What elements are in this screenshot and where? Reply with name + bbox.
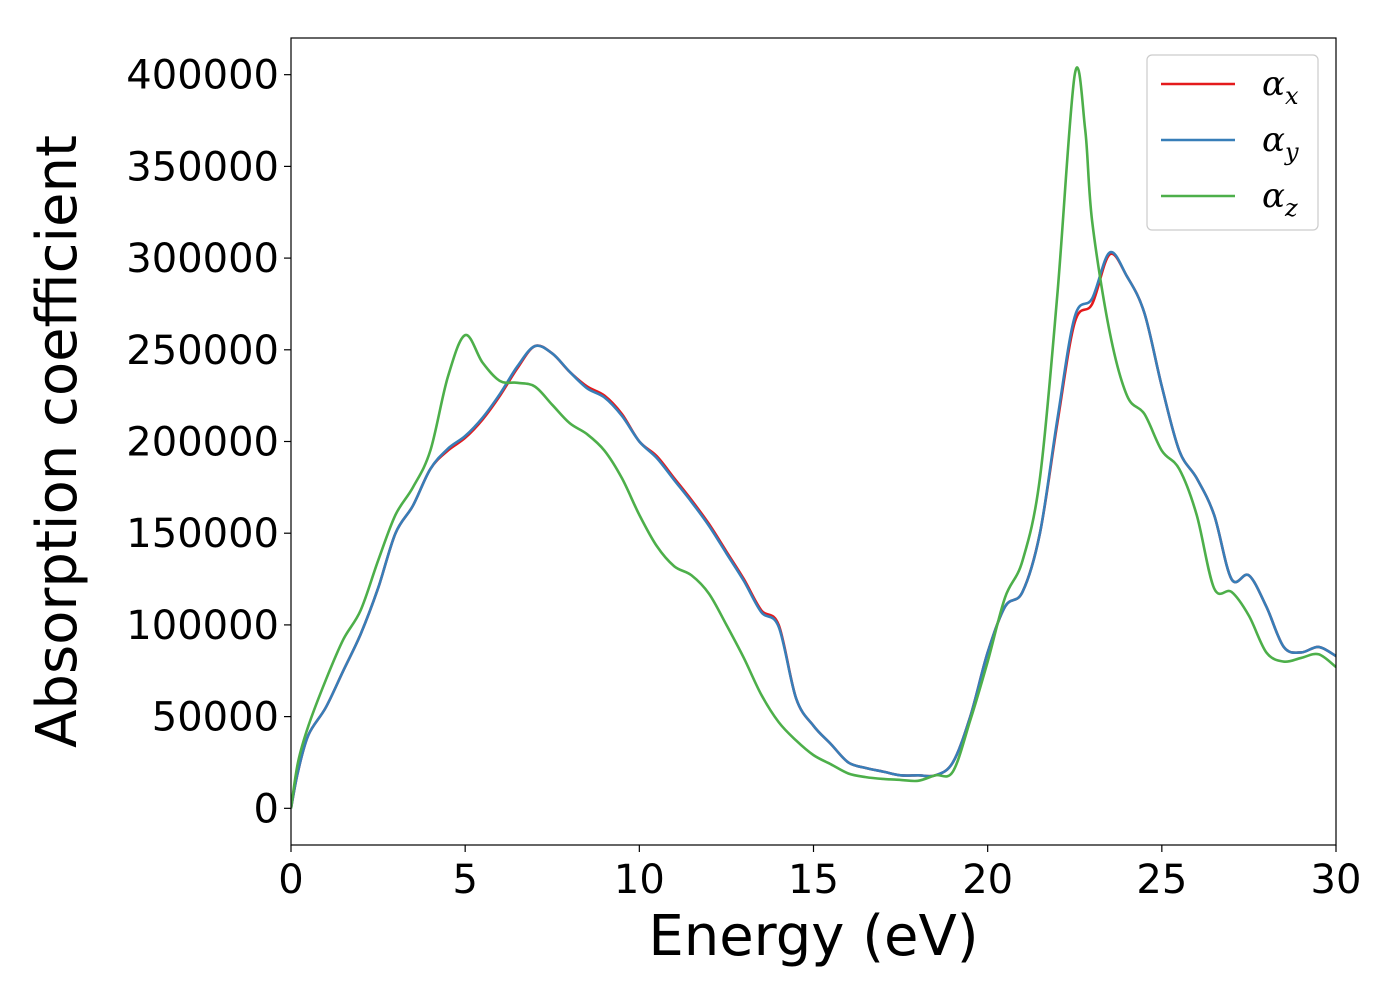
plot-lines — [291, 66, 1336, 809]
y-tick-label: 300000 — [126, 236, 279, 282]
x-tick-label: 25 — [1136, 857, 1187, 903]
y-tick-label: 150000 — [126, 511, 279, 557]
y-tick-label: 400000 — [126, 53, 279, 99]
x-tick-label: 30 — [1311, 857, 1362, 903]
y-tick-label: 250000 — [126, 328, 279, 374]
legend-frame — [1146, 54, 1319, 231]
y-tick-label: 0 — [254, 786, 279, 832]
y-axis-label: Absorption coefficient — [25, 135, 90, 748]
legend: αx αy αz — [1146, 54, 1319, 231]
x-tick-label: 5 — [452, 857, 477, 903]
y-axis-ticks: 0 50000 100000 150000 200000 250000 300000 3500… — [126, 53, 291, 832]
legend-label-y: αy — [1262, 120, 1299, 166]
x-tick-label: 20 — [962, 857, 1013, 903]
x-axis-label: Energy (eV) — [648, 904, 978, 969]
x-tick-label: 10 — [614, 857, 665, 903]
x-axis-ticks: 0 5 10 15 20 25 30 — [278, 845, 1361, 903]
series-line-y — [291, 250, 1336, 809]
y-tick-label: 200000 — [126, 420, 279, 466]
legend-label-z: αz — [1262, 176, 1298, 222]
series-line-z — [291, 66, 1336, 809]
y-tick-label: 50000 — [152, 695, 279, 741]
legend-label-x: αx — [1262, 64, 1299, 110]
y-tick-label: 100000 — [126, 603, 279, 649]
x-tick-label: 15 — [788, 857, 839, 903]
y-tick-label: 350000 — [126, 144, 279, 190]
x-tick-label: 0 — [278, 857, 303, 903]
